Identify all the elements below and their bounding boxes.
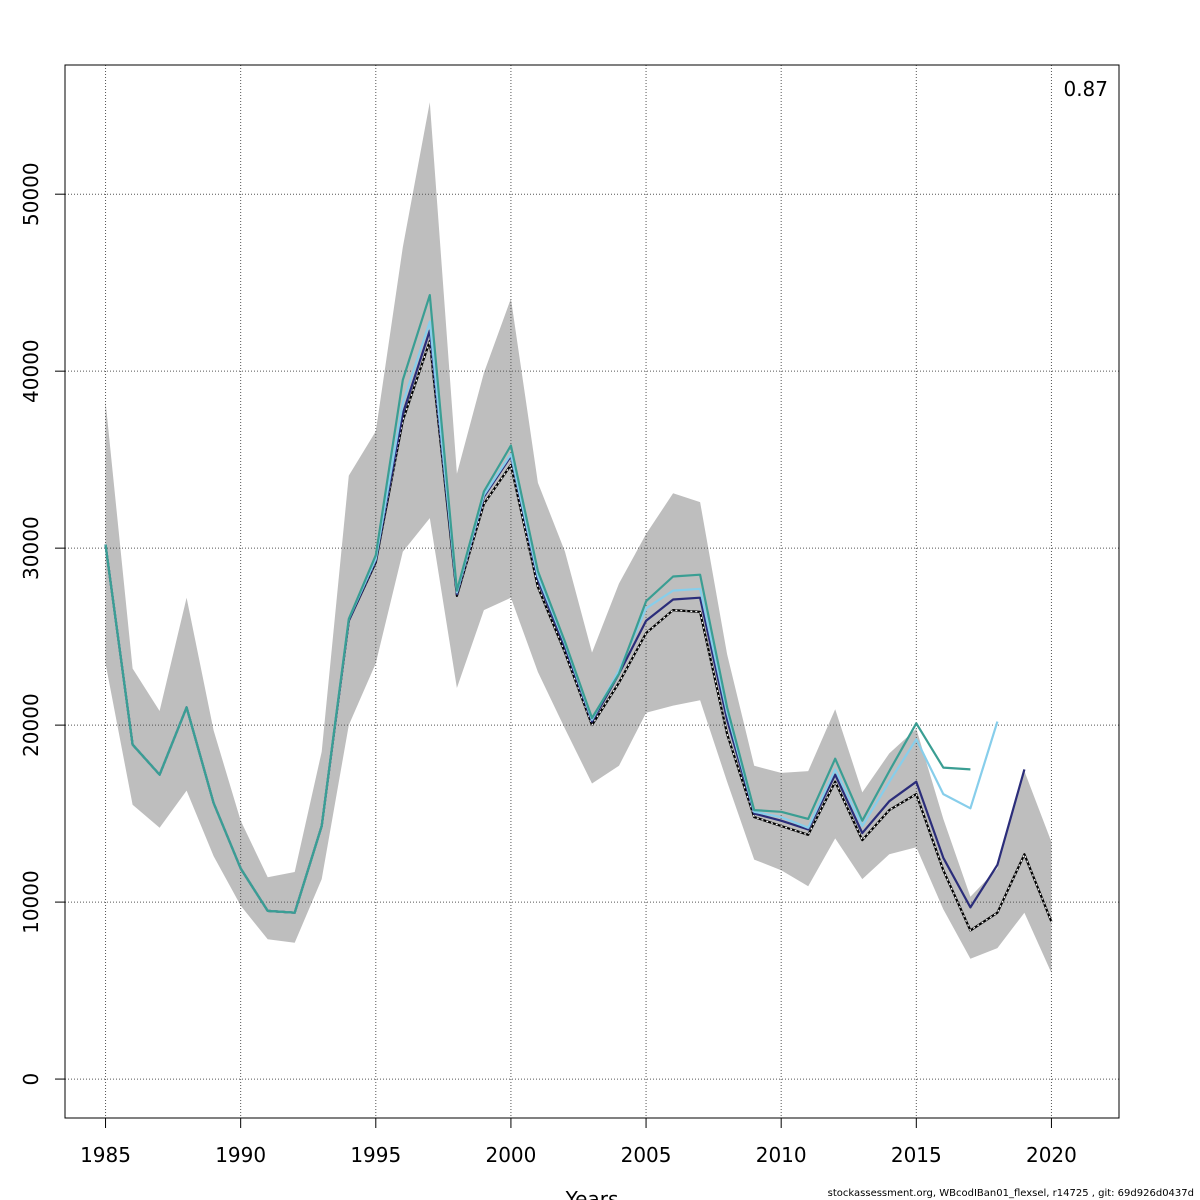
- series-line-4: [104, 294, 971, 914]
- y-tick-label-10000: 10000: [19, 870, 43, 934]
- confidence-band: [105, 102, 1052, 973]
- footer-credit: stockassessment.org, WBcodIBan01_flexsel…: [827, 1188, 1194, 1199]
- y-tick-label-50000: 50000: [19, 162, 43, 226]
- x-tick-label-2020: 2020: [1026, 1143, 1077, 1167]
- x-axis-title: Years: [565, 1187, 619, 1200]
- x-tick-label-2000: 2000: [485, 1143, 536, 1167]
- y-tick-label-40000: 40000: [19, 339, 43, 403]
- plot-frame: [64, 64, 1120, 1119]
- y-tick-label-30000: 30000: [19, 516, 43, 580]
- x-tick-label-1995: 1995: [350, 1143, 401, 1167]
- corner-value-label: 0.87: [1063, 77, 1108, 101]
- x-tick-label-2015: 2015: [891, 1143, 942, 1167]
- x-tick-label-1985: 1985: [80, 1143, 131, 1167]
- x-tick-label-1990: 1990: [215, 1143, 266, 1167]
- x-tick-label-2010: 2010: [756, 1143, 807, 1167]
- x-tick-label-2005: 2005: [621, 1143, 672, 1167]
- y-tick-label-20000: 20000: [19, 693, 43, 757]
- y-tick-label-0: 0: [19, 1073, 43, 1086]
